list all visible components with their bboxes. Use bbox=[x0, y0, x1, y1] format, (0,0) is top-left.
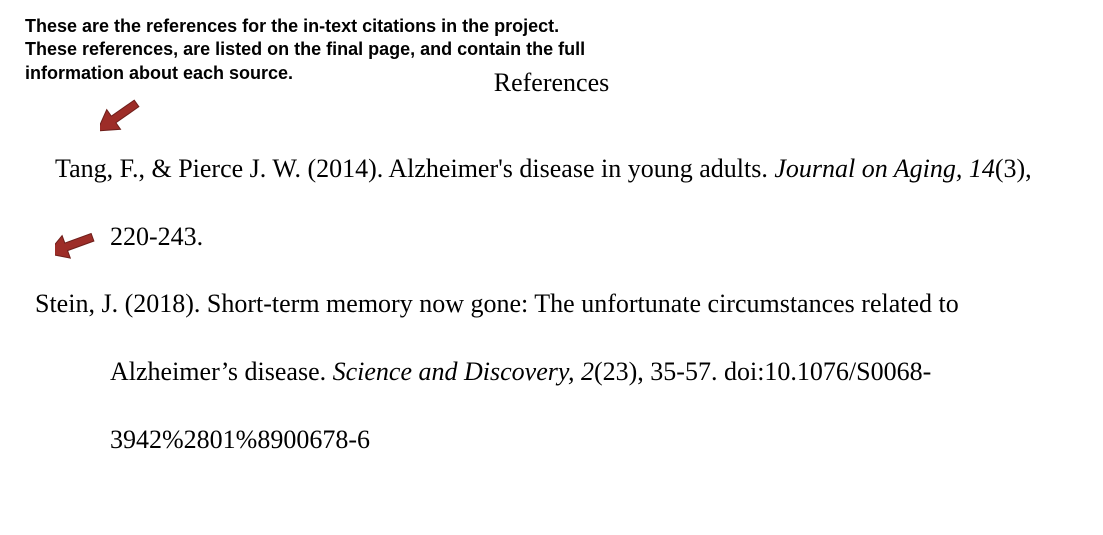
ref-volume: 14 bbox=[969, 154, 995, 183]
ref-issue-pages: (23), 35-57. bbox=[594, 357, 717, 386]
ref-volume: 2 bbox=[581, 357, 594, 386]
ref-authors: Tang, F., & Pierce J. W. bbox=[55, 154, 301, 183]
ref-year: (2014). bbox=[307, 154, 383, 183]
ref-journal: Science and Discovery, bbox=[333, 357, 575, 386]
reference-entry: Tang, F., & Pierce J. W. (2014). Alzheim… bbox=[25, 135, 1078, 270]
ref-title: Alzheimer's disease in young adults. bbox=[388, 154, 767, 183]
ref-authors: Stein, J. bbox=[35, 289, 118, 318]
annotation-line-2: These references, are listed on the fina… bbox=[25, 39, 585, 59]
ref-year: (2018). bbox=[125, 289, 201, 318]
annotation-line-1: These are the references for the in-text… bbox=[25, 16, 559, 36]
ref-journal: Journal on Aging, bbox=[774, 154, 962, 183]
references-heading: References bbox=[0, 68, 1103, 98]
references-list: Tang, F., & Pierce J. W. (2014). Alzheim… bbox=[25, 135, 1078, 473]
reference-entry: Stein, J. (2018). Short-term memory now … bbox=[25, 270, 1078, 473]
